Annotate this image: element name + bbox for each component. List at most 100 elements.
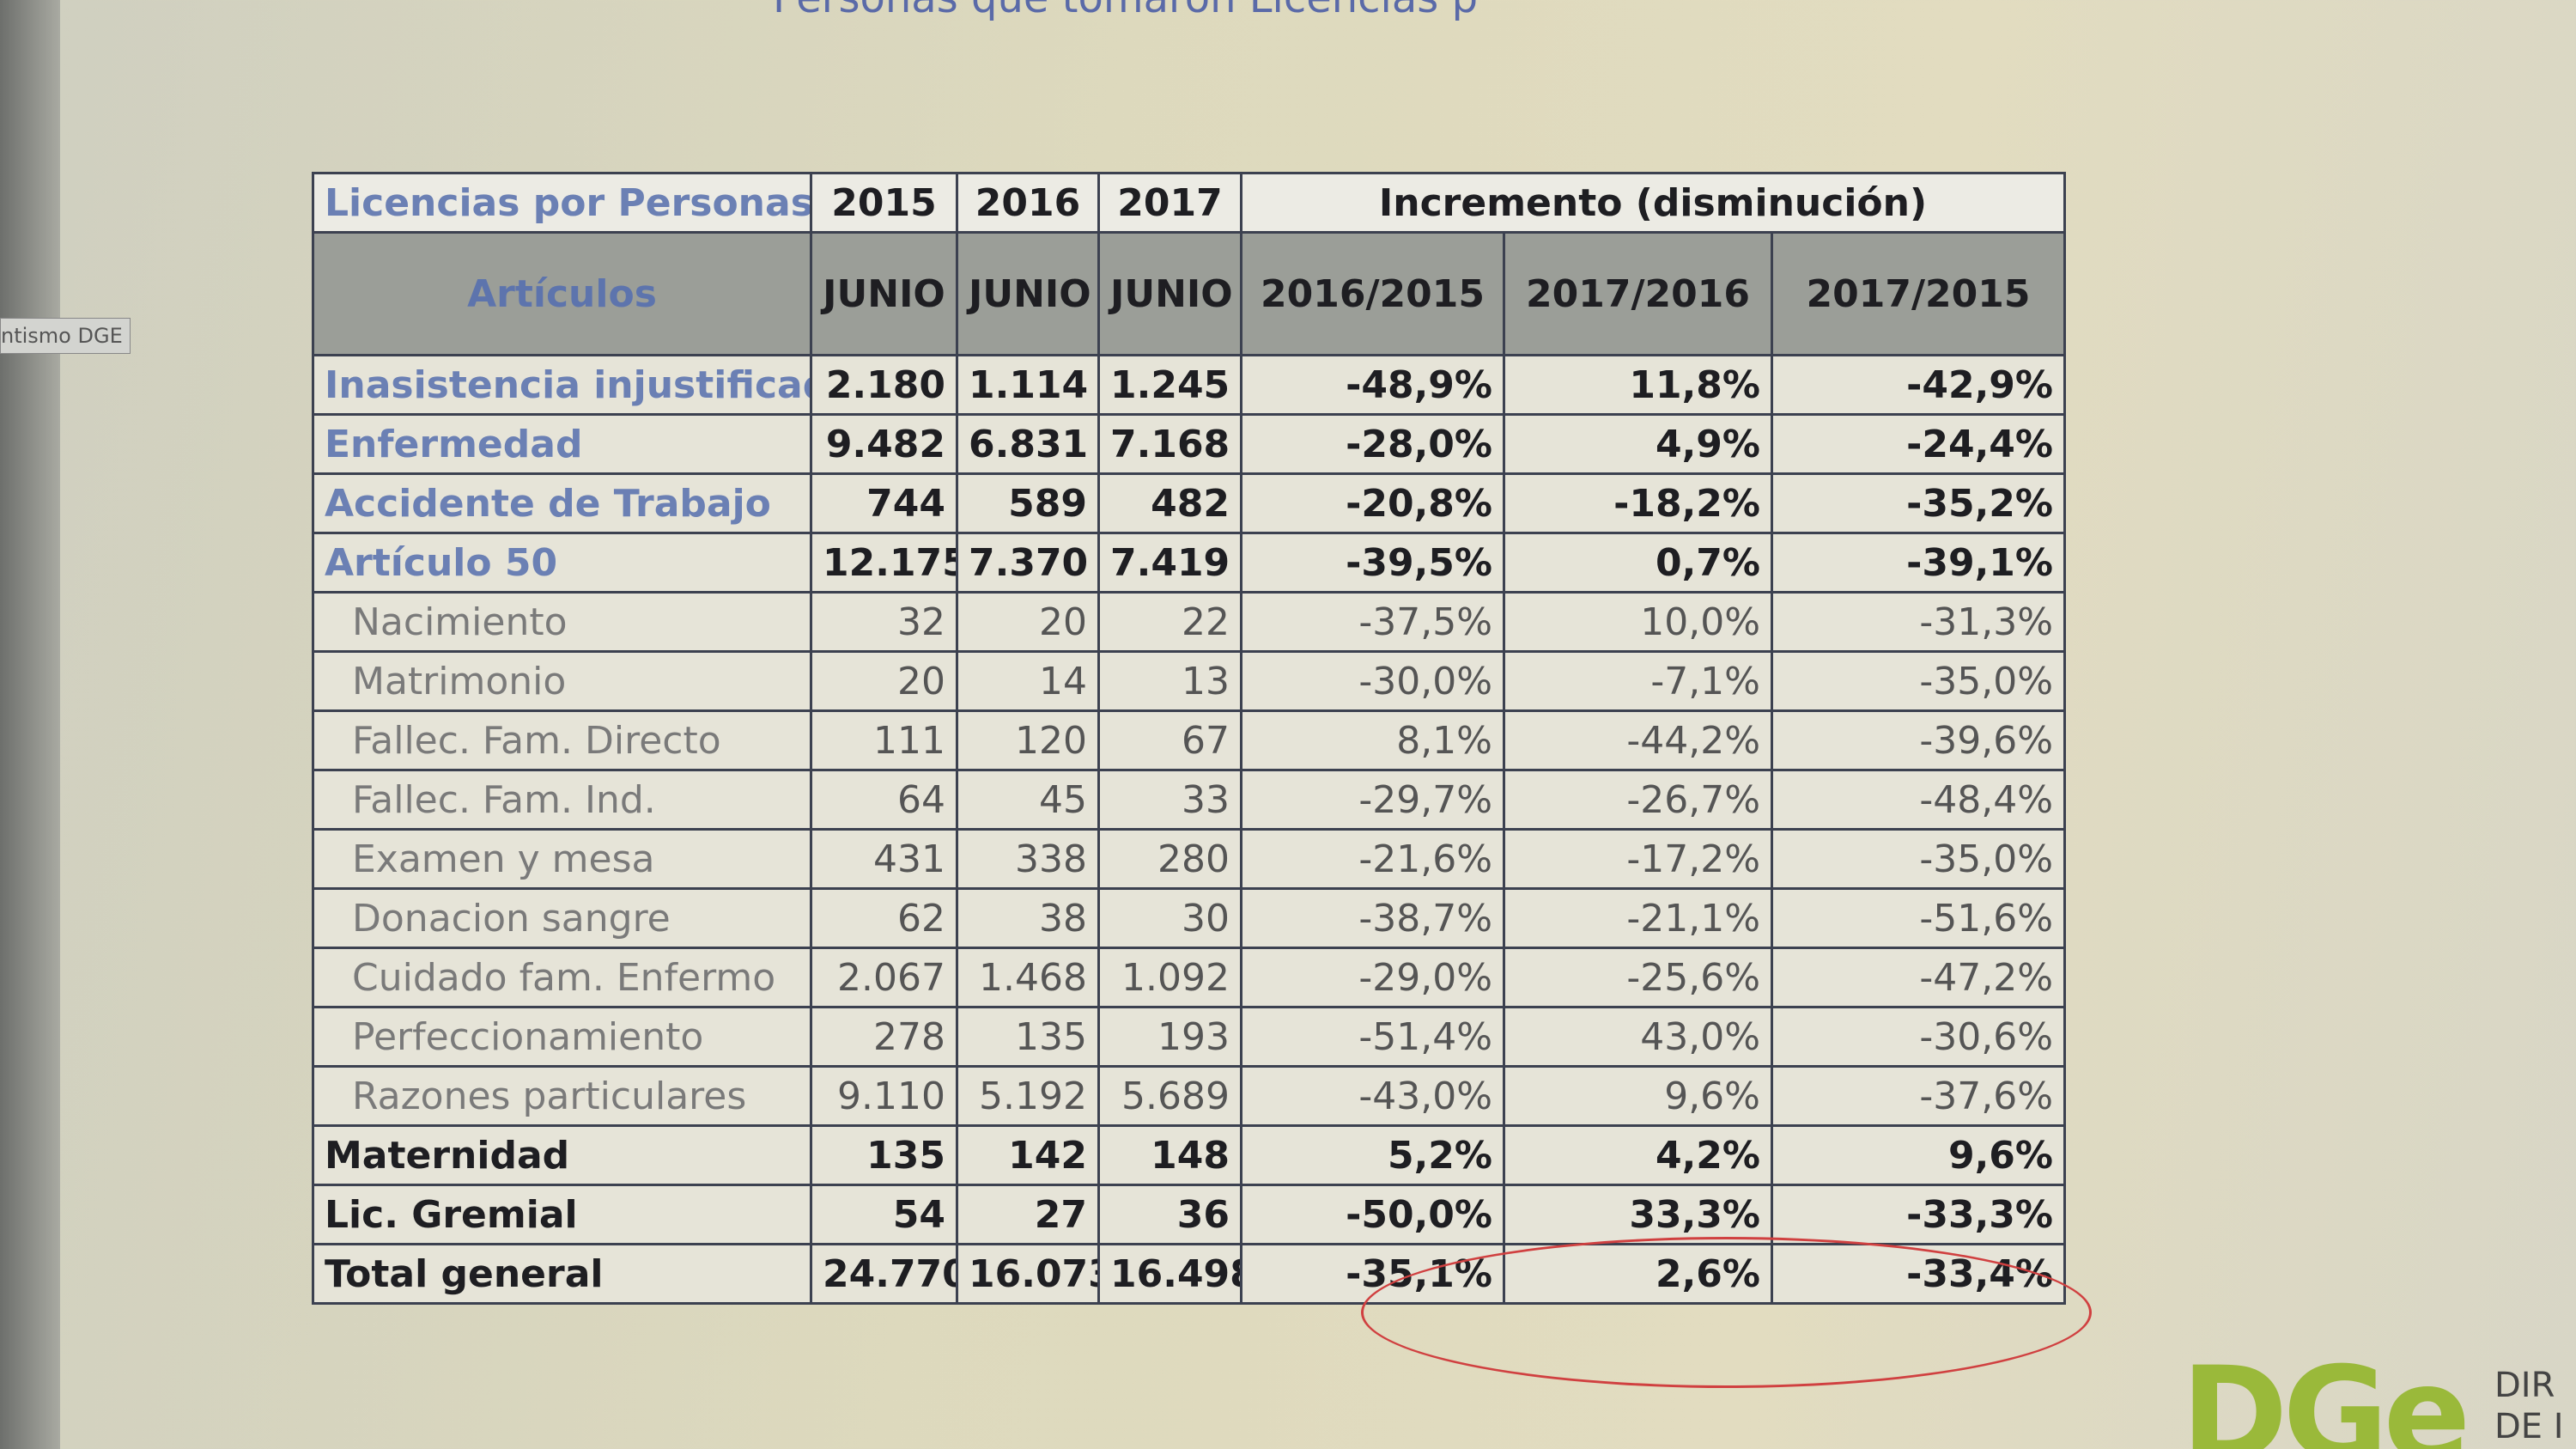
row-label: Fallec. Fam. Ind. xyxy=(312,769,812,831)
cell: 148 xyxy=(1097,1124,1242,1186)
row-label: Donacion sangre xyxy=(312,887,812,949)
row-label: Nacimiento xyxy=(312,591,812,653)
subheader-cell: 2017/2015 xyxy=(1771,231,2066,356)
logo-text: DIR xyxy=(2494,1366,2555,1405)
cell: 45 xyxy=(956,769,1100,831)
table-row: Donacion sangre 62 38 30 -38,7% -21,1% -51,6% xyxy=(312,887,2066,949)
cell: 193 xyxy=(1097,1006,1242,1068)
cell: -39,5% xyxy=(1240,532,1505,594)
header-cell: 2017 xyxy=(1097,172,1242,234)
cell: -33,3% xyxy=(1771,1184,2066,1245)
cell: 589 xyxy=(956,472,1100,534)
cell: -35,0% xyxy=(1771,650,2066,712)
cell: -28,0% xyxy=(1240,413,1505,475)
subheader-cell: Artículos xyxy=(312,231,812,356)
cell: 13 xyxy=(1097,650,1242,712)
table-row: Matrimonio 20 14 13 -30,0% -7,1% -35,0% xyxy=(312,650,2066,712)
cell: 482 xyxy=(1097,472,1242,534)
window-edge xyxy=(0,0,60,1449)
side-label: ntismo DGE xyxy=(0,318,131,354)
subheader-row: Artículos JUNIO JUNIO JUNIO 2016/2015 2017/20… xyxy=(312,231,2066,356)
cell: 9,6% xyxy=(1503,1065,1773,1127)
cell: 32 xyxy=(810,591,958,653)
cell: -37,6% xyxy=(1771,1065,2066,1127)
header-cell: Incremento (disminución) xyxy=(1240,172,2066,234)
table-row: Razones particulares 9.110 5.192 5.689 -43,0… xyxy=(312,1065,2066,1127)
cell: -48,4% xyxy=(1771,769,2066,831)
highlight-ellipse xyxy=(1361,1237,2092,1388)
cell: -30,0% xyxy=(1240,650,1505,712)
cell: -43,0% xyxy=(1240,1065,1505,1127)
cell: 16.498 xyxy=(1097,1243,1242,1305)
table-row: Fallec. Fam. Directo 111 120 67 8,1% -44,2% -3… xyxy=(312,709,2066,771)
row-label: Perfeccionamiento xyxy=(312,1006,812,1068)
cell: 1.245 xyxy=(1097,354,1242,416)
cell: 20 xyxy=(956,591,1100,653)
table-row: Fallec. Fam. Ind. 64 45 33 -29,7% -26,7% -48,4… xyxy=(312,769,2066,831)
table-row: Lic. Gremial 54 27 36 -50,0% 33,3% -33,3% xyxy=(312,1184,2066,1245)
cell: 5.192 xyxy=(956,1065,1100,1127)
cell: 2.180 xyxy=(810,354,958,416)
row-label: Fallec. Fam. Directo xyxy=(312,709,812,771)
cell: 135 xyxy=(956,1006,1100,1068)
cell: 22 xyxy=(1097,591,1242,653)
cell: -30,6% xyxy=(1771,1006,2066,1068)
row-label: Total general xyxy=(312,1243,812,1305)
cell: -17,2% xyxy=(1503,828,1773,890)
row-label: Inasistencia injustificada xyxy=(312,354,812,416)
data-table: Licencias por Personas 2015 2016 2017 Increm… xyxy=(312,172,2066,1305)
cell: 4,9% xyxy=(1503,413,1773,475)
table-row: Examen y mesa 431 338 280 -21,6% -17,2% -35,0% xyxy=(312,828,2066,890)
cell: -25,6% xyxy=(1503,947,1773,1008)
subheader-cell: 2016/2015 xyxy=(1240,231,1505,356)
cell: 5.689 xyxy=(1097,1065,1242,1127)
cell: -39,6% xyxy=(1771,709,2066,771)
cell: -51,6% xyxy=(1771,887,2066,949)
cell: 7.419 xyxy=(1097,532,1242,594)
cell: -38,7% xyxy=(1240,887,1505,949)
cell: -39,1% xyxy=(1771,532,2066,594)
cell: 1.092 xyxy=(1097,947,1242,1008)
cell: -47,2% xyxy=(1771,947,2066,1008)
cell: 10,0% xyxy=(1503,591,1773,653)
cell: 7.370 xyxy=(956,532,1100,594)
cell: 6.831 xyxy=(956,413,1100,475)
header-cell: 2016 xyxy=(956,172,1100,234)
cell: 20 xyxy=(810,650,958,712)
cell: 64 xyxy=(810,769,958,831)
row-label: Lic. Gremial xyxy=(312,1184,812,1245)
page-title: Personas que tomaron Licencias p xyxy=(773,0,1478,22)
table-row: Perfeccionamiento 278 135 193 -51,4% 43,0% -30… xyxy=(312,1006,2066,1068)
logo-text: DE I xyxy=(2494,1407,2564,1446)
cell: 33,3% xyxy=(1503,1184,1773,1245)
cell: 12.175 xyxy=(810,532,958,594)
cell: 431 xyxy=(810,828,958,890)
cell: 338 xyxy=(956,828,1100,890)
row-label: Examen y mesa xyxy=(312,828,812,890)
subheader-cell: 2017/2016 xyxy=(1503,231,1773,356)
cell: -31,3% xyxy=(1771,591,2066,653)
cell: -18,2% xyxy=(1503,472,1773,534)
cell: -29,7% xyxy=(1240,769,1505,831)
cell: 43,0% xyxy=(1503,1006,1773,1068)
cell: 135 xyxy=(810,1124,958,1186)
table-row: Cuidado fam. Enfermo 2.067 1.468 1.092 -29,0… xyxy=(312,947,2066,1008)
cell: 5,2% xyxy=(1240,1124,1505,1186)
cell: 9,6% xyxy=(1771,1124,2066,1186)
cell: 16.073 xyxy=(956,1243,1100,1305)
cell: 0,7% xyxy=(1503,532,1773,594)
cell: -37,5% xyxy=(1240,591,1505,653)
cell: -50,0% xyxy=(1240,1184,1505,1245)
cell: 2.067 xyxy=(810,947,958,1008)
cell: 36 xyxy=(1097,1184,1242,1245)
cell: 67 xyxy=(1097,709,1242,771)
cell: 280 xyxy=(1097,828,1242,890)
cell: -35,0% xyxy=(1771,828,2066,890)
cell: -21,1% xyxy=(1503,887,1773,949)
cell: -20,8% xyxy=(1240,472,1505,534)
cell: 14 xyxy=(956,650,1100,712)
row-label: Cuidado fam. Enfermo xyxy=(312,947,812,1008)
cell: 7.168 xyxy=(1097,413,1242,475)
subheader-cell: JUNIO xyxy=(1097,231,1242,356)
